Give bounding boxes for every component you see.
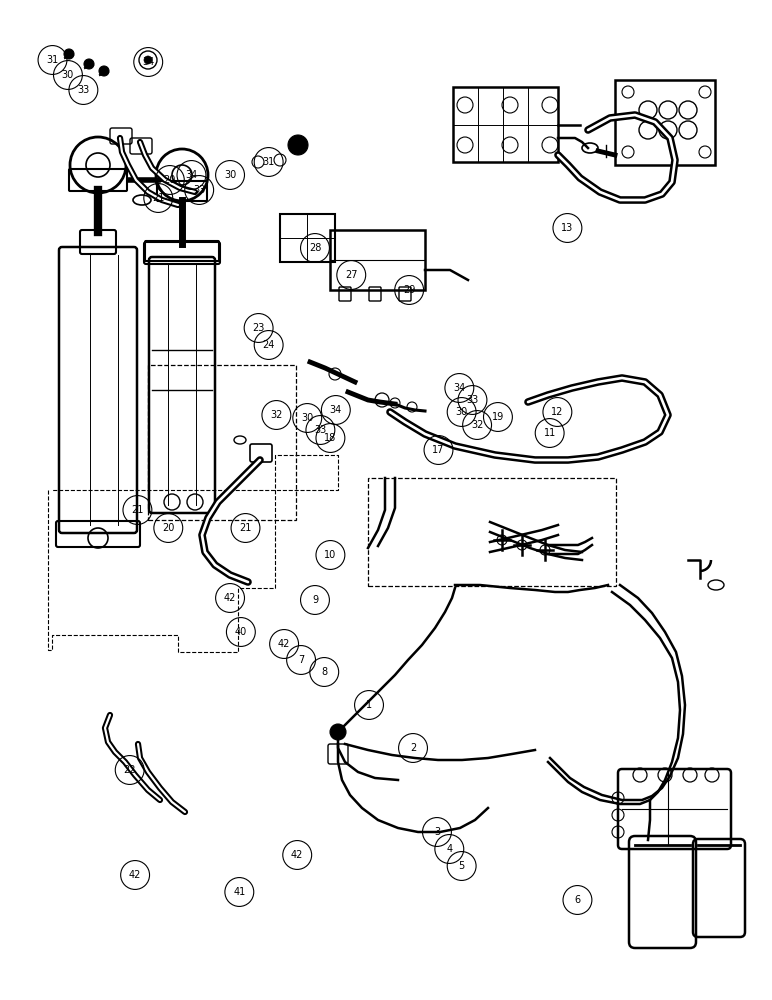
Circle shape [84, 59, 94, 69]
Bar [148, 365, 296, 520]
Text: 22: 22 [124, 765, 136, 775]
Text: 12: 12 [551, 407, 564, 417]
Text: 21: 21 [152, 193, 164, 203]
Text: 32: 32 [471, 420, 483, 430]
Text: 4: 4 [446, 844, 452, 854]
Text: 42: 42 [224, 593, 236, 603]
Text: 32: 32 [270, 410, 283, 420]
Text: 40: 40 [235, 627, 247, 637]
Text: 24: 24 [262, 340, 275, 350]
Circle shape [64, 49, 74, 59]
Text: 17: 17 [432, 445, 445, 455]
Text: 30: 30 [455, 407, 468, 417]
Text: 11: 11 [543, 428, 556, 438]
Text: 13: 13 [561, 223, 574, 233]
Text: 7: 7 [298, 655, 304, 665]
Text: 41: 41 [233, 887, 245, 897]
Circle shape [330, 724, 346, 740]
Text: 31: 31 [262, 157, 275, 167]
Text: 31: 31 [46, 55, 59, 65]
Text: 34: 34 [185, 170, 198, 180]
Circle shape [288, 135, 308, 155]
Text: 30: 30 [224, 170, 236, 180]
Text: 20: 20 [162, 523, 174, 533]
Text: 42: 42 [291, 850, 303, 860]
Text: 42: 42 [129, 870, 141, 880]
Text: 42: 42 [278, 639, 290, 649]
Circle shape [144, 56, 152, 64]
Text: 2: 2 [410, 743, 416, 753]
Text: 5: 5 [459, 861, 465, 871]
Text: 9: 9 [312, 595, 318, 605]
Text: 10: 10 [324, 550, 337, 560]
Text: 34: 34 [330, 405, 342, 415]
Text: 20: 20 [164, 175, 176, 185]
Text: 3: 3 [434, 827, 440, 837]
Text: 33: 33 [193, 185, 205, 195]
Text: 28: 28 [309, 243, 321, 253]
Text: 19: 19 [492, 412, 504, 422]
Text: 27: 27 [345, 270, 357, 280]
Text: 8: 8 [321, 667, 327, 677]
Text: 6: 6 [574, 895, 581, 905]
Text: 23: 23 [252, 323, 265, 333]
Text: 18: 18 [324, 433, 337, 443]
Bar [368, 478, 616, 586]
Text: 33: 33 [77, 85, 90, 95]
Circle shape [99, 66, 109, 76]
Text: 21: 21 [131, 505, 144, 515]
Text: 34: 34 [453, 383, 466, 393]
Text: 33: 33 [466, 395, 479, 405]
Text: 34: 34 [142, 57, 154, 67]
Text: 33: 33 [314, 425, 327, 435]
Text: 30: 30 [301, 413, 313, 423]
Text: 21: 21 [239, 523, 252, 533]
Text: 29: 29 [403, 285, 415, 295]
Text: 30: 30 [62, 70, 74, 80]
Text: 1: 1 [366, 700, 372, 710]
